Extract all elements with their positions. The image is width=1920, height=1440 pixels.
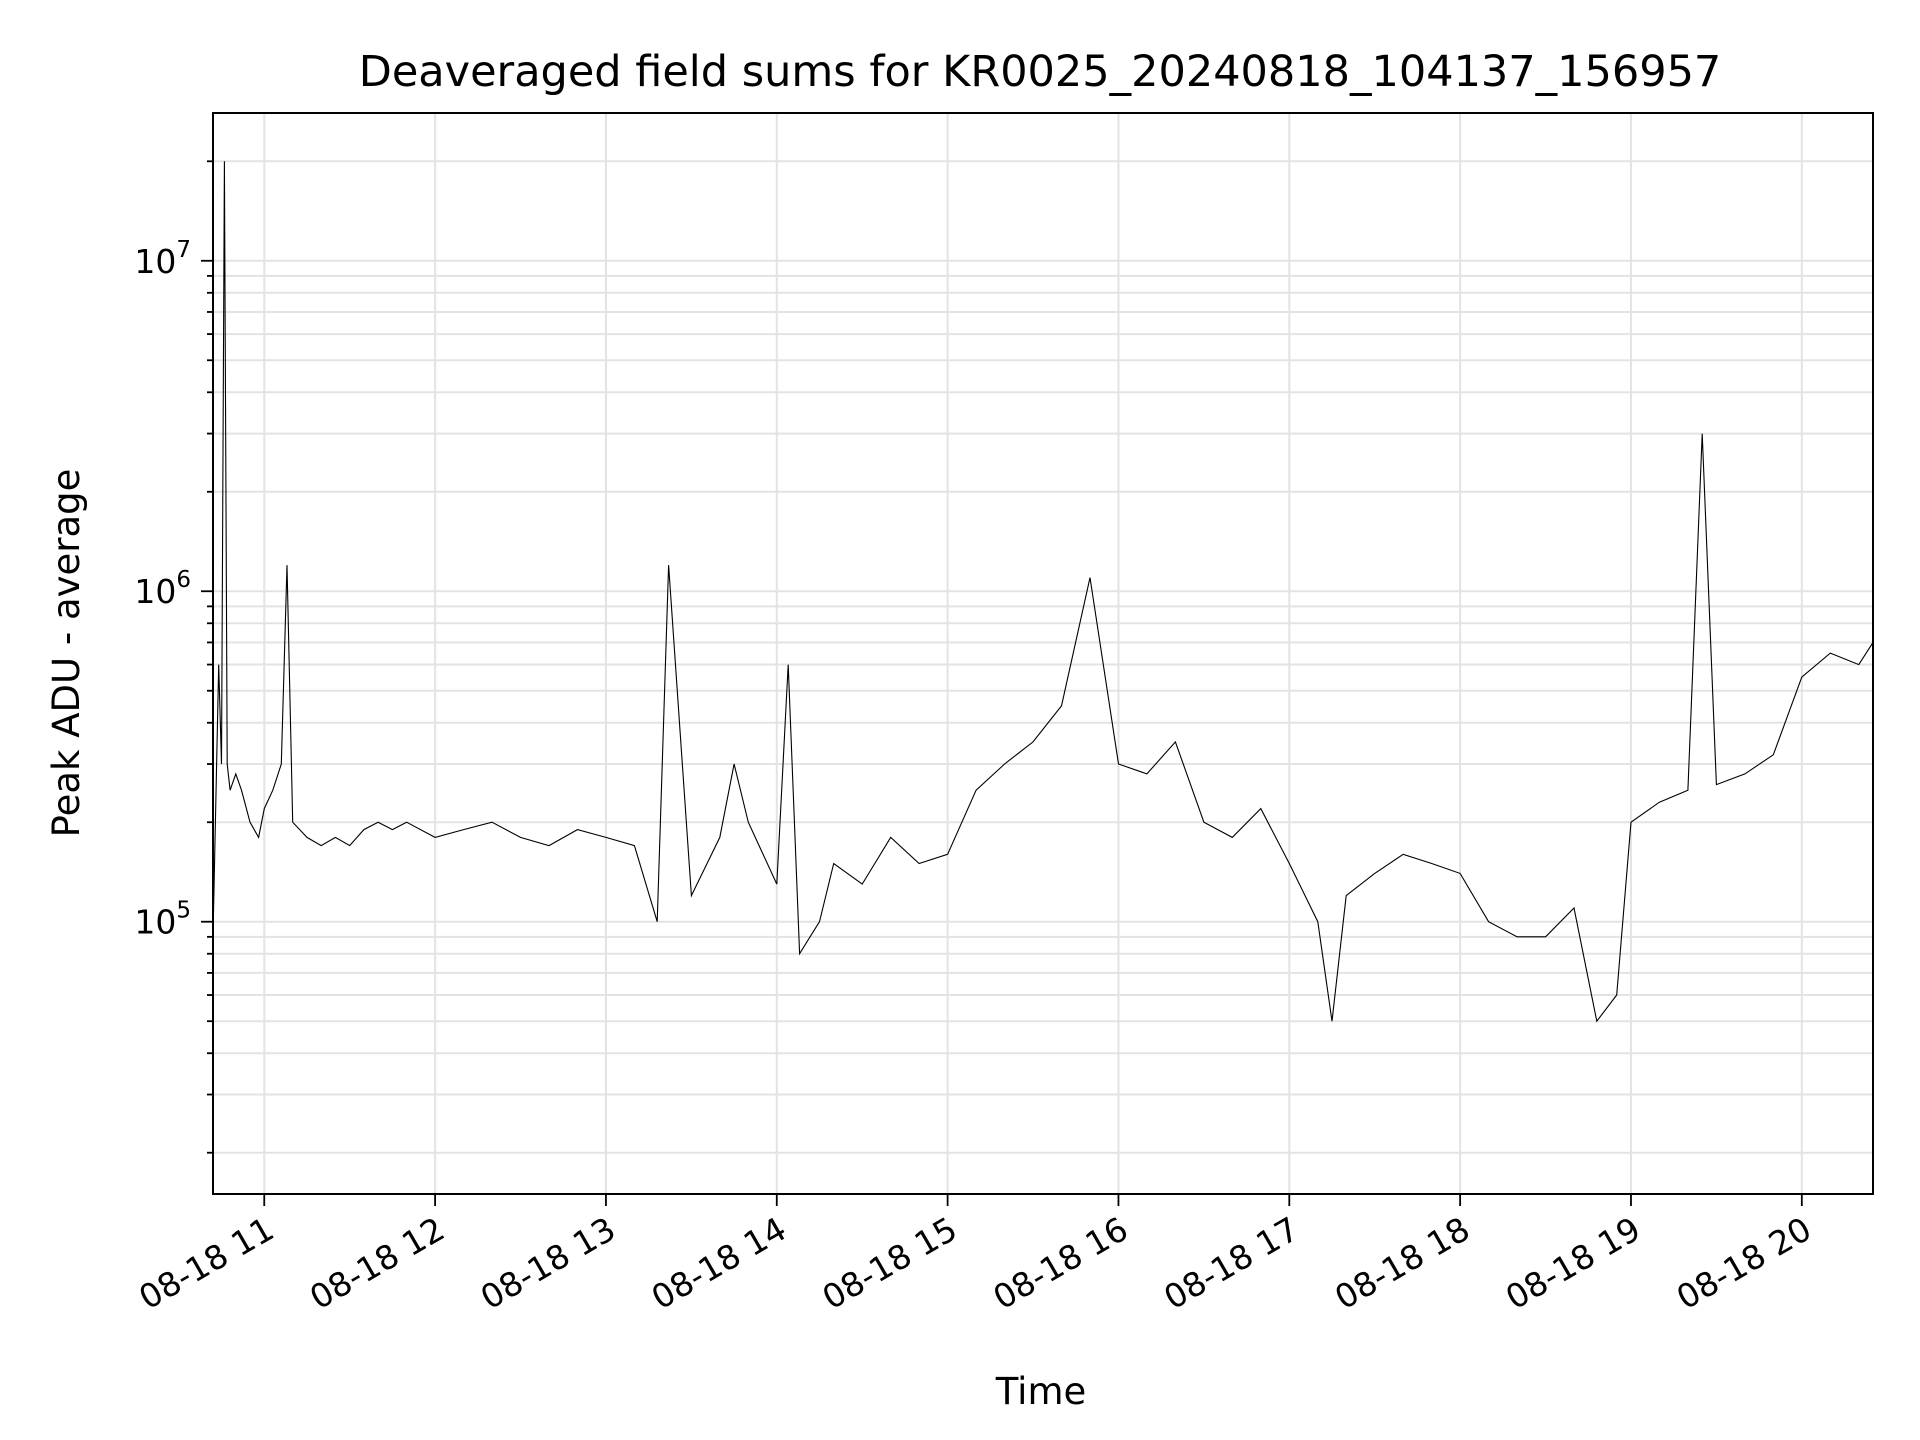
series-layer bbox=[212, 161, 1874, 1023]
series-line bbox=[212, 161, 1874, 1023]
x-tick-label: 08-18 15 bbox=[816, 1209, 964, 1317]
x-tick-label: 08-18 14 bbox=[645, 1209, 793, 1317]
y-axis-label: Peak ADU - average bbox=[45, 469, 88, 838]
y-tick-exponent: 7 bbox=[176, 237, 191, 263]
y-tick-exponent: 5 bbox=[176, 898, 191, 924]
x-tick-label: 08-18 13 bbox=[474, 1209, 622, 1317]
y-tick-exponent: 6 bbox=[176, 567, 191, 593]
chart-title: Deaveraged field sums for KR0025_2024081… bbox=[359, 47, 1722, 97]
y-tick-base: 10 bbox=[134, 572, 176, 611]
y-tick-base: 10 bbox=[134, 242, 176, 281]
x-tick-label: 08-18 20 bbox=[1670, 1209, 1818, 1317]
y-tick-base: 10 bbox=[134, 903, 176, 942]
x-tick-label: 08-18 11 bbox=[132, 1209, 280, 1317]
x-tick-label: 08-18 17 bbox=[1157, 1209, 1305, 1317]
x-tick-label: 08-18 19 bbox=[1499, 1209, 1647, 1317]
y-tick-label: 105 bbox=[134, 898, 191, 942]
y-tick-label: 107 bbox=[134, 237, 191, 281]
x-tick-label: 08-18 16 bbox=[986, 1209, 1134, 1317]
y-tick-label: 106 bbox=[134, 567, 191, 611]
x-tick-label: 08-18 12 bbox=[303, 1209, 451, 1317]
grid bbox=[213, 113, 1873, 1194]
x-tick-label: 08-18 18 bbox=[1328, 1209, 1476, 1317]
x-axis-label: Time bbox=[995, 1370, 1087, 1413]
plot-frame bbox=[212, 112, 1874, 1195]
